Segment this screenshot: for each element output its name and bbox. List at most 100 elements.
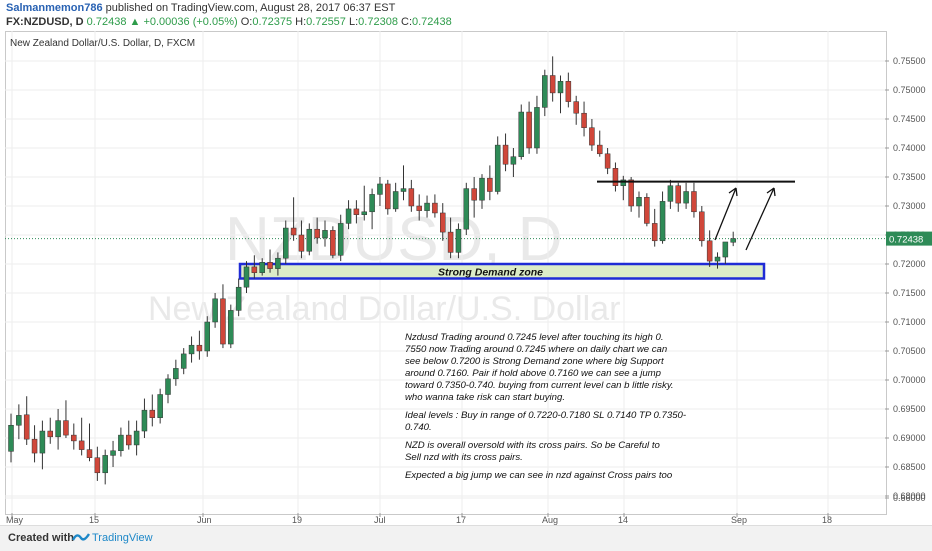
candle-down xyxy=(699,211,705,242)
y-tick-label: 0.75500 xyxy=(893,56,926,66)
last-price-label: 0.72438 xyxy=(889,235,923,246)
high-label: H: xyxy=(295,16,307,28)
candle-down xyxy=(432,202,438,214)
tradingview-brand[interactable]: TradingView xyxy=(92,532,153,544)
candle-down xyxy=(644,197,650,224)
candle-down xyxy=(314,228,320,239)
demand-zone-box xyxy=(238,262,766,280)
candle-down xyxy=(502,144,509,165)
x-tick-label: 15 xyxy=(89,515,99,525)
candle-up xyxy=(322,230,328,239)
candle-down xyxy=(126,434,132,446)
chart-header: Salmanmemon786 published on TradingView.… xyxy=(0,0,932,30)
quote-line: FX:NZDUSD, D 0.72438 ▲ +0.00036 (+0.05%)… xyxy=(6,16,452,28)
demand-zone: Strong Demand zone xyxy=(238,262,766,280)
candle-down xyxy=(447,231,454,253)
analysis-line: 7550 now Trading around 0.7245 where on … xyxy=(405,344,667,355)
published-text: published on TradingView.com, August 28,… xyxy=(105,2,396,14)
analysis-line: NZD is overall oversold with its cross p… xyxy=(405,440,661,451)
analysis-line: around 0.7160. Pair if hold above 0.7160… xyxy=(405,368,662,379)
y-tick-label: 0.66000 xyxy=(893,493,926,503)
y-tick-label: 0.72000 xyxy=(893,259,926,269)
candle-up xyxy=(369,194,375,213)
up-arrow-icon: ▲ xyxy=(129,16,141,28)
candle-down xyxy=(471,188,477,201)
candle-up xyxy=(620,179,627,186)
x-tick-label: Jun xyxy=(197,515,212,525)
candle-up xyxy=(683,191,689,204)
candle-down xyxy=(612,168,619,186)
candle-down xyxy=(597,144,603,155)
candle-down xyxy=(440,212,446,233)
candle-up xyxy=(667,185,674,202)
author-link[interactable]: Salmanmemon786 xyxy=(6,2,103,14)
price-axis[interactable]: 0.75500 0.75000 0.74500 0.74000 0.73500 0.730… xyxy=(885,56,932,503)
candle-up xyxy=(173,368,179,380)
close-value: 0.72438 xyxy=(412,16,452,28)
high-value: 0.72557 xyxy=(306,16,346,28)
candle-up xyxy=(243,266,250,288)
candle-down xyxy=(385,183,391,210)
candle-up xyxy=(8,424,14,452)
candle-down xyxy=(267,262,273,269)
candle-up xyxy=(557,81,564,94)
candle-up xyxy=(518,111,524,157)
x-tick-label: Aug xyxy=(542,515,558,525)
candle-up xyxy=(110,450,116,456)
candle-up xyxy=(55,420,61,438)
y-tick-label: 0.71500 xyxy=(893,288,926,298)
candle-up xyxy=(283,227,289,259)
analysis-line: Nzdusd Trading around 0.7245 level after… xyxy=(405,332,663,343)
y-tick-label: 0.69500 xyxy=(893,404,926,414)
arrow-head-icon xyxy=(728,187,738,197)
time-axis[interactable]: May 15 Jun 19 Jul 17 Aug 14 Sep 18 xyxy=(6,513,832,525)
candle-up xyxy=(494,144,501,192)
candle-up xyxy=(424,202,430,211)
candle-down xyxy=(149,409,156,418)
candle-down xyxy=(706,240,713,262)
candle-down xyxy=(416,205,422,211)
open-value: 0.72375 xyxy=(252,16,293,28)
candle-up xyxy=(228,310,234,345)
candle-down xyxy=(581,112,587,128)
low-label: L: xyxy=(348,16,359,28)
candle-down xyxy=(290,227,297,236)
x-tick-label: May xyxy=(6,515,24,525)
candle-up xyxy=(188,344,195,355)
candle-down xyxy=(330,230,336,256)
candlestick-chart[interactable]: NZDUSD, D New Zealand Dollar/U.S. Dollar… xyxy=(0,0,932,525)
candle-up xyxy=(157,394,163,418)
candle-up xyxy=(16,415,22,426)
candle-up xyxy=(345,208,352,224)
candle-down xyxy=(298,234,305,252)
candle-down xyxy=(196,344,203,352)
analysis-text: Nzdusd Trading around 0.7245 level after… xyxy=(405,332,686,481)
candle-up xyxy=(479,177,485,201)
x-tick-label: Sep xyxy=(731,515,747,525)
candle-down xyxy=(408,188,415,207)
candle-up xyxy=(141,409,148,432)
candle-down xyxy=(549,75,556,94)
candle-up xyxy=(361,211,367,215)
x-tick-label: 17 xyxy=(456,515,466,525)
candle-down xyxy=(23,414,30,440)
candle-up xyxy=(510,156,517,165)
y-tick-label: 0.69000 xyxy=(893,433,926,443)
candle-up xyxy=(275,257,281,269)
candle-down xyxy=(675,185,681,204)
chart-title: New Zealand Dollar/U.S. Dollar, D, FXCM xyxy=(10,38,196,49)
candle-up xyxy=(714,256,721,262)
candle-up xyxy=(659,201,666,242)
y-tick-label: 0.71000 xyxy=(893,317,926,327)
y-tick-label: 0.75000 xyxy=(893,85,926,95)
y-tick-label: 0.73000 xyxy=(893,201,926,211)
close-label: C: xyxy=(401,16,412,28)
x-tick-label: Jul xyxy=(374,515,386,525)
candle-down xyxy=(31,438,38,454)
analysis-line: see below 0.7200 is Strong Demand zone w… xyxy=(405,356,664,367)
y-tick-label: 0.70000 xyxy=(893,375,926,385)
candles xyxy=(8,56,736,485)
analysis-line: Ideal levels : Buy in range of 0.7220-0.… xyxy=(405,410,686,421)
candle-up xyxy=(212,298,218,323)
watermark-symbol: NZDUSD, D xyxy=(225,205,563,274)
